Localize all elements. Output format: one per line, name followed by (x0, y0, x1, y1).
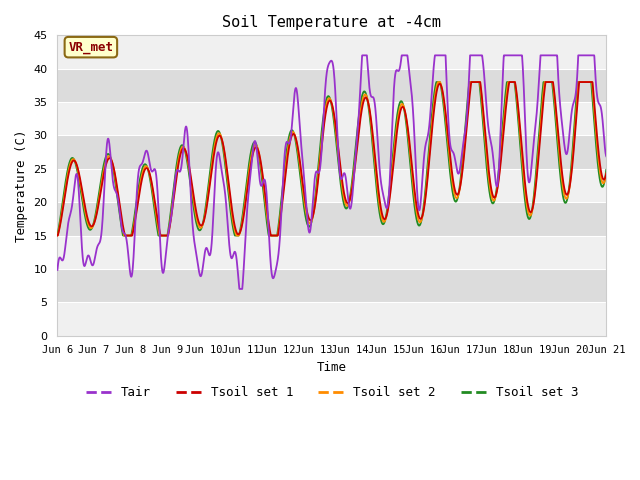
Bar (58, 236, 606, 269)
Tair (54, 267, 61, 273)
Tsoil set 3 (288, 127, 296, 133)
Bar (58, 135, 606, 169)
Line: Tsoil set 3: Tsoil set 3 (58, 82, 606, 236)
Tsoil set 1 (288, 133, 296, 139)
Tair (358, 52, 366, 58)
Tsoil set 1 (592, 117, 600, 122)
Bar (58, 269, 606, 302)
Legend: Tair, Tsoil set 1, Tsoil set 2, Tsoil set 3: Tair, Tsoil set 1, Tsoil set 2, Tsoil se… (81, 382, 583, 405)
X-axis label: Time: Time (317, 361, 347, 374)
Title: Soil Temperature at -4cm: Soil Temperature at -4cm (222, 15, 442, 30)
Tsoil set 3 (533, 161, 541, 167)
Bar (58, 202, 606, 236)
Tsoil set 3 (149, 194, 157, 200)
Tsoil set 1 (148, 184, 156, 190)
Tsoil set 3 (433, 79, 440, 85)
Tsoil set 3 (264, 228, 272, 234)
Tsoil set 3 (54, 232, 61, 238)
Tsoil set 3 (119, 233, 127, 239)
Bar (58, 69, 606, 102)
Tair (533, 110, 541, 116)
Tsoil set 2 (288, 130, 296, 136)
Tsoil set 2 (264, 219, 272, 225)
Tair (148, 168, 156, 174)
Tair (592, 79, 600, 84)
Tsoil set 2 (148, 187, 156, 193)
Y-axis label: Temperature (C): Temperature (C) (15, 129, 28, 242)
Tsoil set 1 (54, 233, 61, 239)
Tsoil set 2 (434, 79, 442, 85)
Bar (58, 102, 606, 135)
Tsoil set 3 (592, 139, 600, 145)
Line: Tsoil set 1: Tsoil set 1 (58, 82, 606, 236)
Line: Tair: Tair (58, 55, 606, 289)
Tsoil set 1 (116, 204, 124, 210)
Tair (116, 212, 124, 217)
Tsoil set 2 (54, 233, 61, 239)
Tair (602, 153, 610, 159)
Bar (58, 36, 606, 69)
Line: Tsoil set 2: Tsoil set 2 (58, 82, 606, 236)
Bar (58, 302, 606, 336)
Tsoil set 3 (116, 215, 124, 220)
Bar (58, 169, 606, 202)
Tsoil set 1 (468, 79, 476, 85)
Tsoil set 1 (264, 214, 272, 219)
Tair (236, 286, 243, 292)
Tsoil set 2 (602, 170, 610, 176)
Text: VR_met: VR_met (68, 41, 113, 54)
Tair (264, 215, 272, 221)
Tsoil set 2 (532, 172, 540, 178)
Tsoil set 2 (116, 208, 124, 214)
Tsoil set 1 (602, 171, 610, 177)
Tsoil set 2 (592, 125, 600, 131)
Tair (288, 123, 296, 129)
Tsoil set 1 (532, 177, 540, 182)
Tsoil set 3 (602, 167, 610, 173)
